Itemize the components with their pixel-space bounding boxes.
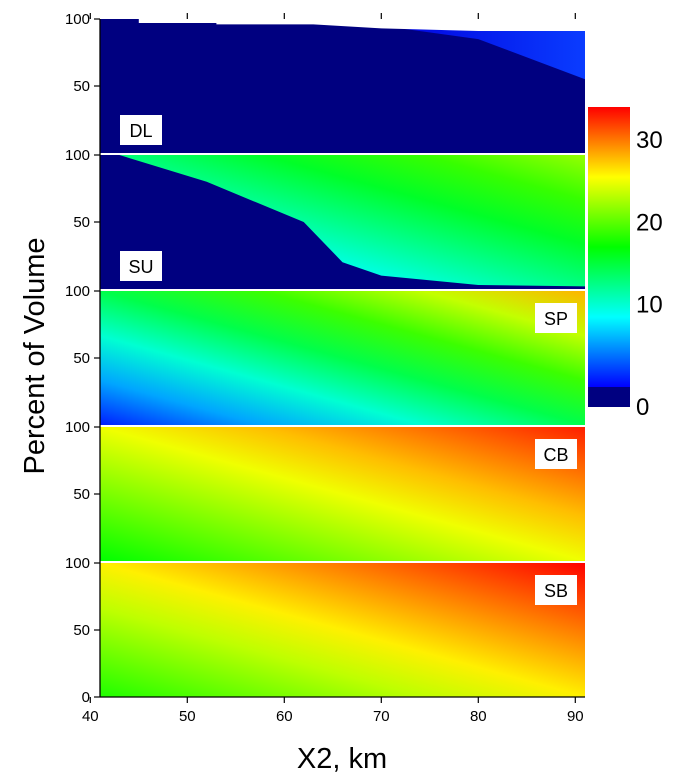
panel-dl: DL — [100, 19, 585, 153]
panel-top-boundary — [100, 19, 585, 32]
y-tick-label: 100 — [65, 147, 90, 164]
y-tick-label: 100 — [65, 419, 90, 436]
panel-label: SP — [544, 309, 568, 329]
panel-su: SU — [100, 155, 585, 289]
panel-label: SB — [544, 581, 568, 601]
colorbar-tick-label: 30 — [636, 127, 663, 154]
y-tick-label: 50 — [73, 214, 90, 231]
panel-cb: CB — [100, 427, 585, 561]
panel-label-box — [535, 575, 577, 605]
y-tick-label: 100 — [65, 555, 90, 572]
panel-field — [100, 427, 585, 561]
x-tick-label: 50 — [179, 708, 196, 725]
panel-field — [100, 563, 585, 697]
panel-contour-region — [381, 19, 585, 80]
x-tick-label: 90 — [567, 708, 584, 725]
panel-label-box — [535, 439, 577, 469]
panel-label-box — [120, 115, 162, 145]
colorbar-tick-label: 10 — [636, 292, 663, 319]
y-tick-label: 100 — [65, 283, 90, 300]
y-tick-label: 50 — [73, 78, 90, 95]
panel-label: SU — [128, 257, 153, 277]
y-tick-label: 50 — [73, 622, 90, 639]
panel-contour-region — [100, 155, 585, 289]
colorbar-tick-label: 0 — [636, 394, 649, 421]
axes: 100 50 100 50 100 50 100 50 100 50 0 40 50 60 70 80 90 — [65, 11, 585, 725]
y-tick-label: 50 — [73, 350, 90, 367]
colorbar-ticks: 0 10 20 30 — [636, 127, 663, 421]
x-tick-label: 80 — [470, 708, 487, 725]
x-tick-label: 40 — [82, 708, 99, 725]
y-tick-label: 100 — [65, 11, 90, 28]
panel-label-box — [120, 251, 162, 281]
panel-label: DL — [129, 121, 152, 141]
y-tick-label: 0 — [82, 689, 90, 706]
x-tick-label: 70 — [373, 708, 390, 725]
panel-field — [100, 291, 585, 425]
colorbar-gradient — [588, 107, 630, 387]
x-tick-label: 60 — [276, 708, 293, 725]
panel-label-box — [535, 303, 577, 333]
y-tick-label: 50 — [73, 486, 90, 503]
panel-sb: SB — [100, 563, 585, 697]
panel-sp: SP — [100, 291, 585, 425]
panel-stack: DL SU SP CB SB — [100, 19, 585, 697]
panel-label: CB — [543, 445, 568, 465]
colorbar-tick-label: 20 — [636, 209, 663, 236]
y-axis-label: Percent of Volume — [19, 238, 51, 475]
colorbar-low-band — [588, 387, 630, 407]
colorbar: 0 10 20 30 — [588, 107, 663, 421]
x-axis-label: X2, km — [297, 743, 387, 775]
